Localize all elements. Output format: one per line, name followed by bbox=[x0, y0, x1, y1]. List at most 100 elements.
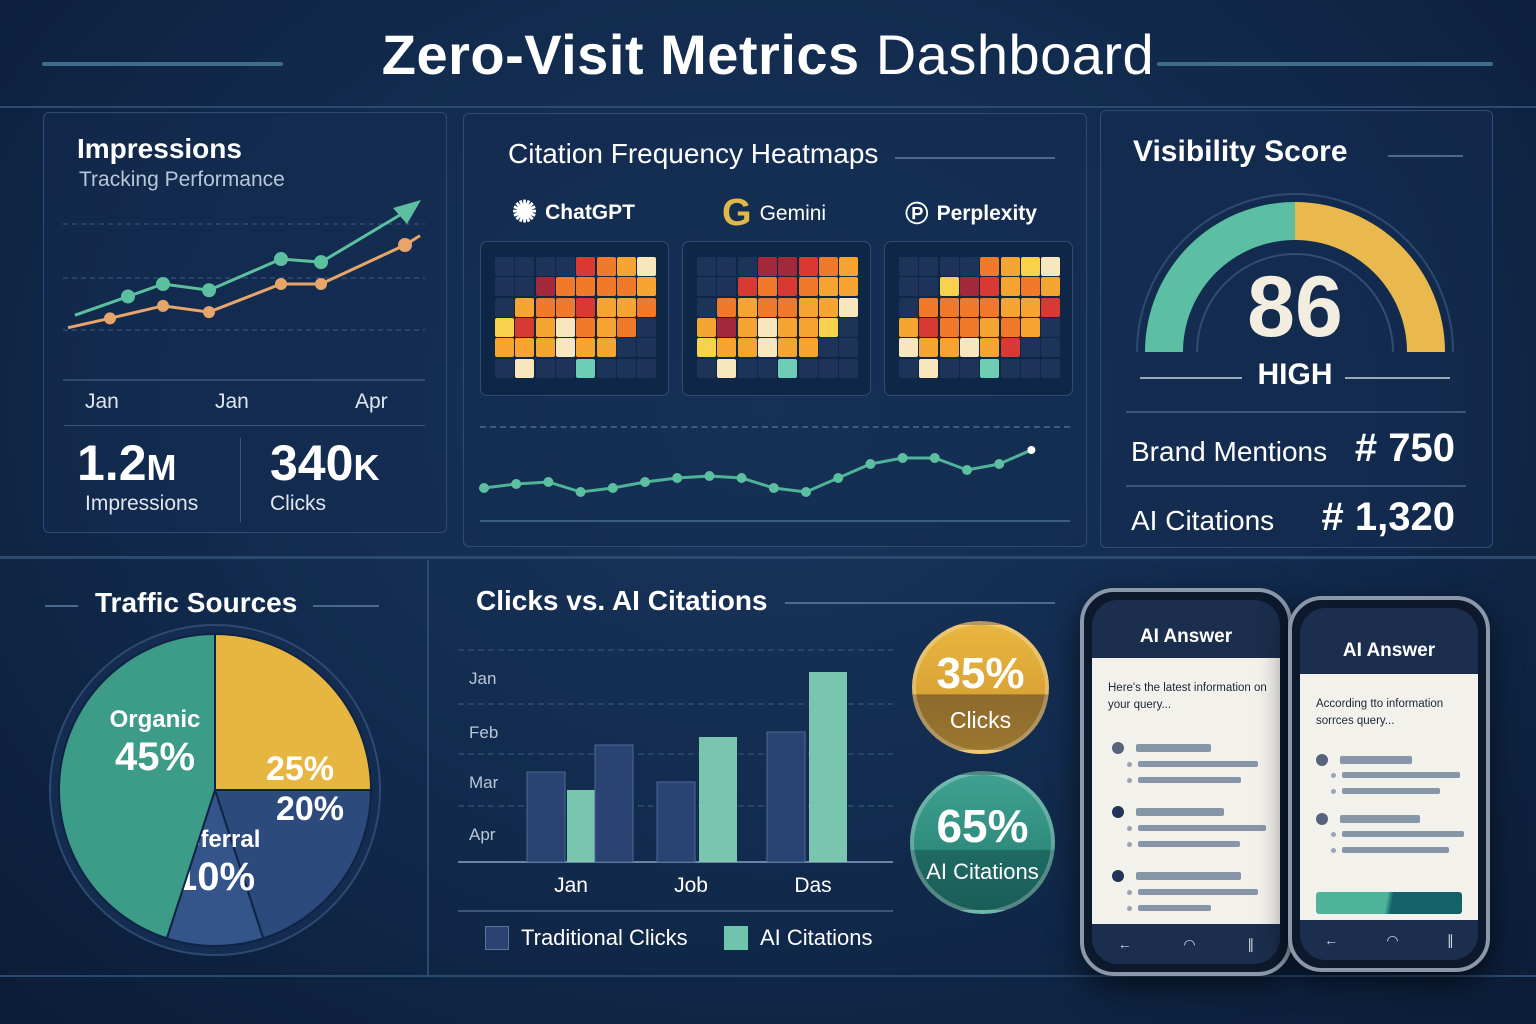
trend-point bbox=[994, 459, 1005, 469]
heatmap-cell bbox=[939, 317, 959, 337]
trend-point bbox=[704, 471, 715, 481]
heatmap-cell bbox=[1020, 297, 1040, 317]
heatmap-cell bbox=[555, 358, 575, 378]
heatmap-cell bbox=[1000, 317, 1020, 337]
header-divider bbox=[0, 106, 1536, 108]
heatmap-cell bbox=[576, 277, 596, 297]
orange-point bbox=[275, 278, 287, 290]
heatmap-cell bbox=[939, 358, 959, 378]
clicks-chart-title: Clicks vs. AI Citations bbox=[476, 585, 768, 616]
clicks-value: 340K bbox=[270, 435, 380, 491]
x-label: Jan bbox=[215, 390, 249, 413]
impressions-subtitle: Tracking Performance bbox=[79, 168, 285, 191]
heatmap-cell bbox=[757, 358, 777, 378]
y-tick-label: Apr bbox=[469, 825, 496, 844]
impressions-value: 1.2M bbox=[77, 435, 177, 491]
heatmap-cell bbox=[616, 358, 636, 378]
heatmap-cell bbox=[515, 277, 535, 297]
clicks-share-badge: 35% Clicks bbox=[912, 621, 1049, 754]
heatmap-cell bbox=[616, 277, 636, 297]
trend-point bbox=[865, 459, 876, 469]
x-label: Jan bbox=[85, 390, 119, 413]
impressions-line-chart bbox=[63, 200, 425, 381]
heatmap-cell bbox=[697, 297, 716, 317]
heatmap-cell bbox=[637, 317, 657, 337]
heatmap-cell bbox=[596, 358, 616, 378]
trend-point bbox=[736, 473, 747, 483]
back-icon: ← bbox=[1117, 936, 1132, 952]
heatmap-cell bbox=[1041, 277, 1061, 297]
heatmap-cell bbox=[737, 338, 757, 358]
heatmap-cell bbox=[697, 338, 716, 358]
trend-point bbox=[897, 453, 908, 463]
orange-point bbox=[203, 306, 215, 319]
divider bbox=[785, 602, 1055, 604]
orange-point bbox=[104, 312, 116, 325]
engine-chatgpt: ✺ ChatGPT bbox=[512, 196, 635, 229]
home-icon: ◠ bbox=[1386, 931, 1399, 948]
pie-slice-label: Organic bbox=[110, 706, 201, 733]
heatmap-perplexity bbox=[884, 241, 1073, 396]
citation-trend-sparkline bbox=[479, 446, 1036, 497]
pie-slice bbox=[165, 786, 265, 947]
divider bbox=[45, 605, 78, 607]
trend-point bbox=[929, 453, 940, 463]
heatmap-cell bbox=[616, 297, 636, 317]
ai-citations-label: AI Citations bbox=[1131, 505, 1275, 536]
heatmap-cell bbox=[939, 338, 959, 358]
heatmap-cell bbox=[899, 257, 918, 276]
heatmap-cell bbox=[637, 277, 657, 297]
heatmap-cell bbox=[737, 358, 757, 378]
heatmap-cell bbox=[637, 257, 657, 276]
heatmap-cell bbox=[778, 257, 798, 276]
heatmap-cell bbox=[717, 317, 737, 337]
heatmap-cell bbox=[515, 317, 535, 337]
pie-slice-value: 25% bbox=[266, 750, 334, 788]
back-icon: ← bbox=[1324, 932, 1339, 948]
bar-traditional-clicks bbox=[526, 771, 566, 863]
heatmap-cell bbox=[697, 257, 716, 276]
heatmap-cell bbox=[555, 338, 575, 358]
gauge-inner-ring bbox=[1196, 253, 1394, 353]
heatmap-cell bbox=[515, 257, 535, 276]
heatmap-cell bbox=[959, 257, 979, 276]
heatmap-cell bbox=[535, 317, 555, 337]
heatmap-chatgpt bbox=[480, 241, 669, 396]
divider bbox=[480, 520, 1070, 522]
heatmap-cell bbox=[576, 257, 596, 276]
visibility-level: HIGH bbox=[1257, 358, 1333, 391]
heatmap-cell bbox=[495, 277, 514, 297]
heatmap-cell bbox=[1041, 297, 1061, 317]
heatmap-cell bbox=[616, 317, 636, 337]
bar-ai-citations bbox=[809, 672, 847, 862]
heatmap-cell bbox=[839, 358, 859, 378]
heatmap-cell bbox=[596, 257, 616, 276]
pie-slice bbox=[214, 632, 373, 791]
title-divider-right bbox=[1157, 62, 1493, 66]
ai-citations-value: # 1,320 bbox=[1321, 495, 1455, 539]
x-tick-label: Job bbox=[674, 874, 708, 897]
divider bbox=[458, 910, 893, 912]
heatmap-cell bbox=[939, 277, 959, 297]
gemini-logo-icon: G bbox=[722, 192, 752, 234]
trend-point bbox=[672, 473, 683, 483]
heatmap-cell bbox=[899, 297, 918, 317]
heatmap-cell bbox=[798, 277, 818, 297]
bar-ai-citations bbox=[699, 737, 737, 862]
heatmap-cell bbox=[980, 257, 1000, 276]
heatmap-cell bbox=[757, 277, 777, 297]
heatmap-cell bbox=[616, 338, 636, 358]
pie-slice bbox=[213, 789, 373, 940]
divider bbox=[1345, 377, 1450, 379]
divider bbox=[895, 157, 1055, 159]
trend-point bbox=[575, 487, 586, 497]
heatmap-cell bbox=[798, 358, 818, 378]
heatmap-cell bbox=[980, 277, 1000, 297]
phone-answer: According tto information sorrces query.… bbox=[1300, 674, 1478, 920]
legend-traditional-clicks: Traditional Clicks bbox=[485, 925, 688, 951]
heatmap-cell bbox=[697, 277, 716, 297]
heatmap-cell bbox=[919, 277, 939, 297]
heatmap-cell bbox=[737, 317, 757, 337]
visibility-score: 86 bbox=[1247, 259, 1343, 355]
